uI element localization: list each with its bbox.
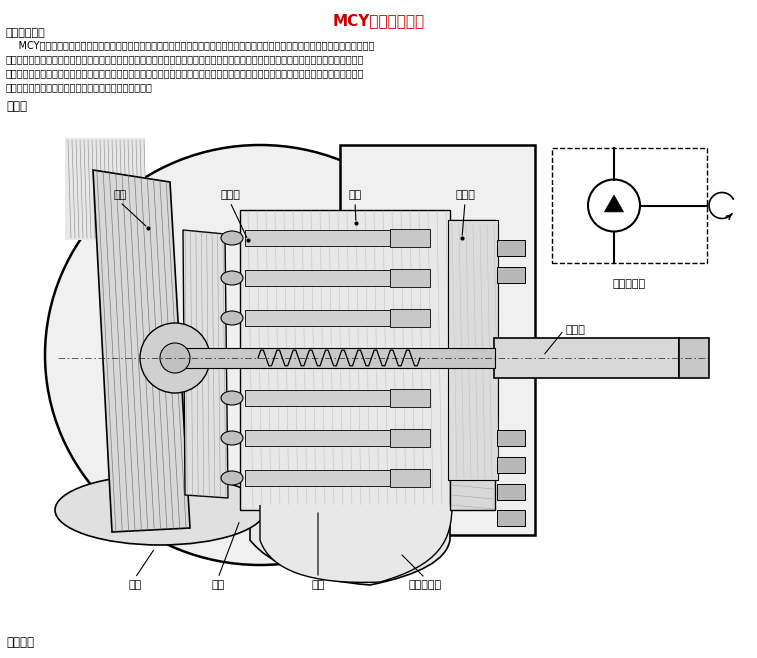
- Ellipse shape: [221, 231, 243, 245]
- Circle shape: [140, 323, 210, 393]
- FancyBboxPatch shape: [240, 210, 450, 510]
- Text: 液压原理图: 液压原理图: [613, 279, 646, 289]
- Text: 结构图: 结构图: [6, 100, 27, 113]
- Ellipse shape: [221, 431, 243, 445]
- FancyBboxPatch shape: [390, 469, 430, 487]
- FancyBboxPatch shape: [340, 145, 535, 535]
- FancyBboxPatch shape: [390, 309, 430, 327]
- FancyBboxPatch shape: [390, 389, 430, 407]
- Polygon shape: [65, 138, 145, 240]
- FancyBboxPatch shape: [390, 229, 430, 247]
- FancyBboxPatch shape: [448, 220, 498, 480]
- Polygon shape: [604, 195, 624, 212]
- Ellipse shape: [45, 145, 475, 565]
- Text: 结构原理简述: 结构原理简述: [6, 28, 45, 38]
- Text: 缸体: 缸体: [348, 190, 362, 200]
- Text: MCY型轴向柱塞泵，其原理较为简单，泵的传动轴与缸体用花键联接，带动缸体旋转，使均匀分布在缸体上的七个柱塞绕传动轴中心转: MCY型轴向柱塞泵，其原理较为简单，泵的传动轴与缸体用花键联接，带动缸体旋转，使…: [6, 40, 375, 50]
- Text: 动。每个柱塞端部有一个滑靴，定心弹簧通过内套钢球、回程盘，将滑靴压在与轴线成一定倾斜角的斜盘上。当缸体旋转时，柱塞同时作往: 动。每个柱塞端部有一个滑靴，定心弹簧通过内套钢球、回程盘，将滑靴压在与轴线成一定…: [6, 54, 364, 64]
- FancyBboxPatch shape: [497, 457, 525, 473]
- PathPatch shape: [260, 505, 452, 582]
- FancyBboxPatch shape: [390, 349, 430, 367]
- FancyBboxPatch shape: [497, 510, 525, 526]
- Circle shape: [160, 343, 190, 373]
- Text: 滑靴: 滑靴: [129, 580, 142, 590]
- Ellipse shape: [55, 475, 265, 545]
- Ellipse shape: [221, 471, 243, 485]
- FancyBboxPatch shape: [175, 348, 495, 368]
- Text: 回程盘: 回程盘: [220, 190, 240, 200]
- Text: 特性曲线: 特性曲线: [6, 636, 34, 649]
- Text: 斜盘: 斜盘: [114, 190, 126, 200]
- FancyBboxPatch shape: [390, 269, 430, 287]
- Text: MCY型轴向柱塞泵: MCY型轴向柱塞泵: [332, 13, 425, 28]
- Ellipse shape: [221, 311, 243, 325]
- FancyBboxPatch shape: [245, 230, 410, 246]
- FancyBboxPatch shape: [245, 350, 410, 366]
- FancyBboxPatch shape: [497, 240, 525, 256]
- Text: 配油盘: 配油盘: [455, 190, 475, 200]
- FancyBboxPatch shape: [245, 430, 410, 446]
- FancyBboxPatch shape: [245, 270, 410, 286]
- FancyBboxPatch shape: [497, 484, 525, 500]
- PathPatch shape: [250, 495, 450, 585]
- Text: 泵的磨损，而且使泵具有很高压的容积效率和机械效率。: 泵的磨损，而且使泵具有很高压的容积效率和机械效率。: [6, 82, 153, 92]
- Text: 柱塞: 柱塞: [311, 580, 325, 590]
- FancyBboxPatch shape: [497, 267, 525, 283]
- Ellipse shape: [221, 351, 243, 365]
- FancyBboxPatch shape: [450, 220, 495, 510]
- FancyBboxPatch shape: [494, 338, 679, 378]
- Text: 进口或出口: 进口或出口: [409, 580, 441, 590]
- FancyBboxPatch shape: [390, 429, 430, 447]
- FancyBboxPatch shape: [245, 470, 410, 486]
- Polygon shape: [93, 170, 190, 532]
- Ellipse shape: [221, 391, 243, 405]
- Text: 传动轴: 传动轴: [566, 325, 586, 335]
- Polygon shape: [183, 230, 228, 498]
- FancyBboxPatch shape: [497, 430, 525, 446]
- FancyBboxPatch shape: [245, 390, 410, 406]
- Text: 弹簧: 弹簧: [211, 580, 225, 590]
- Text: 复运动，完成吸油和压油动作。定心弹簧通过外套将缸体压配油盘上，起初始密封作用。滑靴和配油盘均采用了油压静力平衡，不但减少了: 复运动，完成吸油和压油动作。定心弹簧通过外套将缸体压配油盘上，起初始密封作用。滑…: [6, 68, 364, 78]
- FancyBboxPatch shape: [245, 310, 410, 326]
- Ellipse shape: [221, 271, 243, 285]
- FancyBboxPatch shape: [679, 338, 709, 378]
